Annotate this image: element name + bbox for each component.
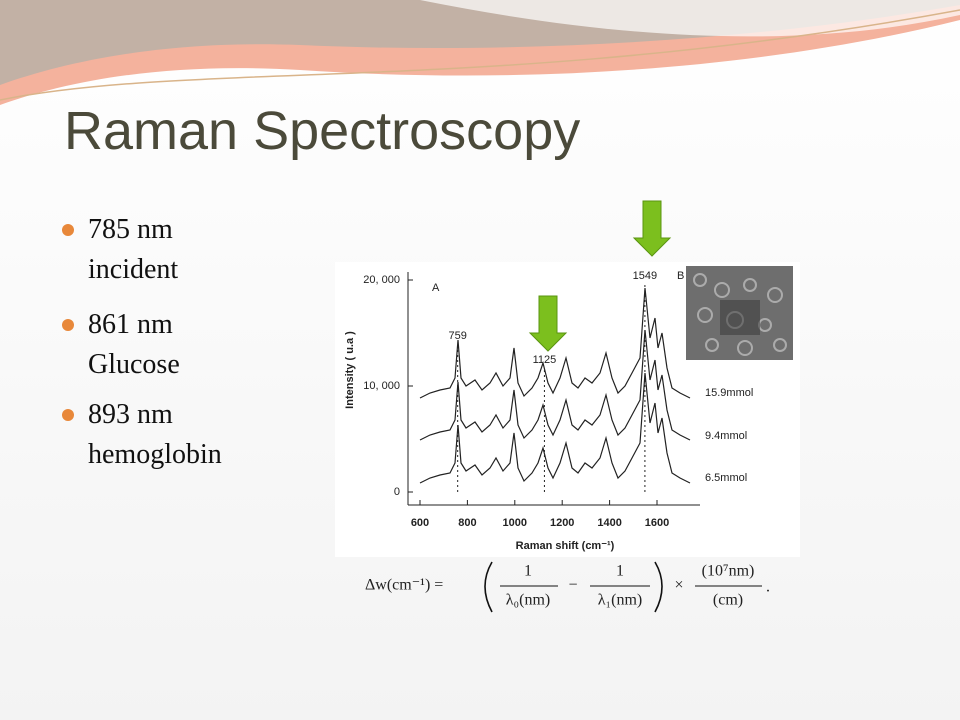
formula-num: (10⁷nm) [702,563,755,580]
x-tick-label: 1400 [597,517,621,529]
x-axis-label: Raman shift (cm⁻¹) [516,540,615,552]
formula-num: 1 [616,563,624,580]
y-tick-label: 10, 000 [363,380,400,392]
x-tick-label: 600 [411,517,429,529]
formula-num: 1 [524,563,532,580]
x-tick-label: 1000 [503,517,527,529]
bullet-line: hemoglobin [88,439,222,470]
formula-op: − [568,577,577,594]
spectrum [419,287,691,399]
paren [654,561,663,613]
series-label: 9.4mmol [705,430,747,442]
formula-den: λ₁(nm) [598,592,642,609]
bullet: 785 nm incident [62,210,178,290]
formula-op: × [674,577,683,594]
formula-den: λ₀(nm) [506,592,550,609]
y-axis-label: Intensity ( u.a ) [344,331,356,409]
series-label: 15.9mmol [705,387,753,399]
y-tick-label: 0 [394,486,400,498]
bullet: 893 nm hemoglobin [62,395,222,475]
bullet-line: Glucose [88,349,180,380]
formula-den: (cm) [713,592,743,609]
panel-label: B [677,270,684,282]
slide-title: Raman Spectroscopy [64,101,581,161]
y-tick-label: 20, 000 [363,274,400,286]
bullet: 861 nm Glucose [62,305,180,385]
x-tick-label: 1600 [645,517,669,529]
series-label: 6.5mmol [705,472,747,484]
peak-label: 759 [449,330,467,342]
header-decoration [0,0,960,105]
x-tick-label: 800 [458,517,476,529]
formula-end: . [766,579,770,596]
arrow [632,200,672,257]
spectra [419,287,691,484]
x-tick-label: 1200 [550,517,574,529]
paren [484,561,493,613]
arrow [528,295,568,352]
bullet-line: 785 nm [88,214,173,245]
bullet-line: incident [88,254,179,285]
formula-lhs: Δw(cm⁻¹) = [365,577,443,594]
peak-label: 1125 [533,354,557,366]
inset-texture [693,273,787,356]
inset-dark-region [720,300,760,335]
peak-label: 1549 [633,270,657,282]
bullet-line: 893 nm [88,399,173,430]
bullet-line: 861 nm [88,309,173,340]
panel-label: A [432,282,440,294]
